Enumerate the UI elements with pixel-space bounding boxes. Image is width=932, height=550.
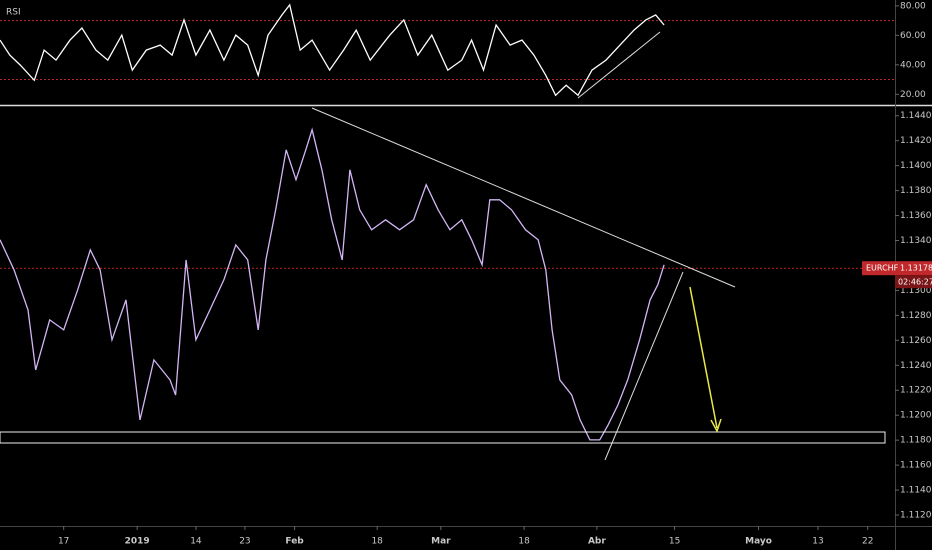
countdown-tag: [895, 275, 932, 289]
x-tick-label: 18: [518, 537, 530, 547]
y-tick-label: 1.13000: [900, 286, 932, 296]
support-zone: [0, 431, 886, 444]
y-tick-label: 1.14000: [900, 161, 932, 171]
y-tick-label: 1.12800: [900, 311, 932, 321]
trend-line: [311, 107, 736, 288]
y-tick-label: 20.00: [900, 90, 926, 100]
trend-line: [577, 31, 661, 99]
x-tick-label: Mar: [431, 537, 451, 547]
y-tick-label: 1.11400: [900, 486, 932, 496]
last-price-label: 1.13178: [900, 264, 932, 273]
countdown: 02:46:27: [898, 278, 932, 287]
x-tick-label: 2019: [125, 537, 150, 547]
last-price-tag: [862, 261, 932, 276]
x-tick-label: 15: [669, 537, 680, 547]
x-tick-label: Mayo: [745, 537, 772, 547]
y-tick-label: 1.11800: [900, 436, 932, 446]
x-tick-label: 23: [239, 537, 250, 547]
x-tick-label: Abr: [588, 537, 606, 547]
x-tick-label: Feb: [285, 537, 304, 547]
arrow: [689, 286, 718, 429]
series-line: [0, 3, 665, 97]
x-tick-label: 18: [371, 537, 383, 547]
x-tick-label: 14: [190, 537, 202, 547]
y-tick-label: 1.12600: [900, 336, 932, 346]
arrow-head: [710, 418, 722, 433]
series-line: [0, 127, 665, 441]
y-tick-label: 60.00: [900, 31, 926, 41]
y-tick-label: 1.12000: [900, 411, 932, 421]
y-tick-label: 1.12400: [900, 361, 932, 371]
pane-title: RSI: [6, 8, 21, 18]
y-tick-label: 40.00: [900, 60, 926, 70]
x-tick-label: 13: [812, 537, 823, 547]
y-tick-label: 1.13600: [900, 211, 932, 221]
symbol-label: EURCHF: [866, 264, 899, 273]
trend-line: [604, 271, 684, 461]
y-tick-label: 1.11200: [900, 511, 932, 521]
x-tick-label: 22: [862, 537, 873, 547]
y-tick-label: 80.00: [900, 1, 926, 11]
y-tick-label: 1.14200: [900, 136, 932, 146]
y-tick-label: 1.11600: [900, 461, 932, 471]
y-tick-label: 1.14400: [900, 111, 932, 121]
y-tick-label: 1.13400: [900, 236, 932, 246]
y-tick-label: 1.12200: [900, 386, 932, 396]
x-tick-label: 17: [58, 537, 69, 547]
y-tick-label: 1.13800: [900, 186, 932, 196]
